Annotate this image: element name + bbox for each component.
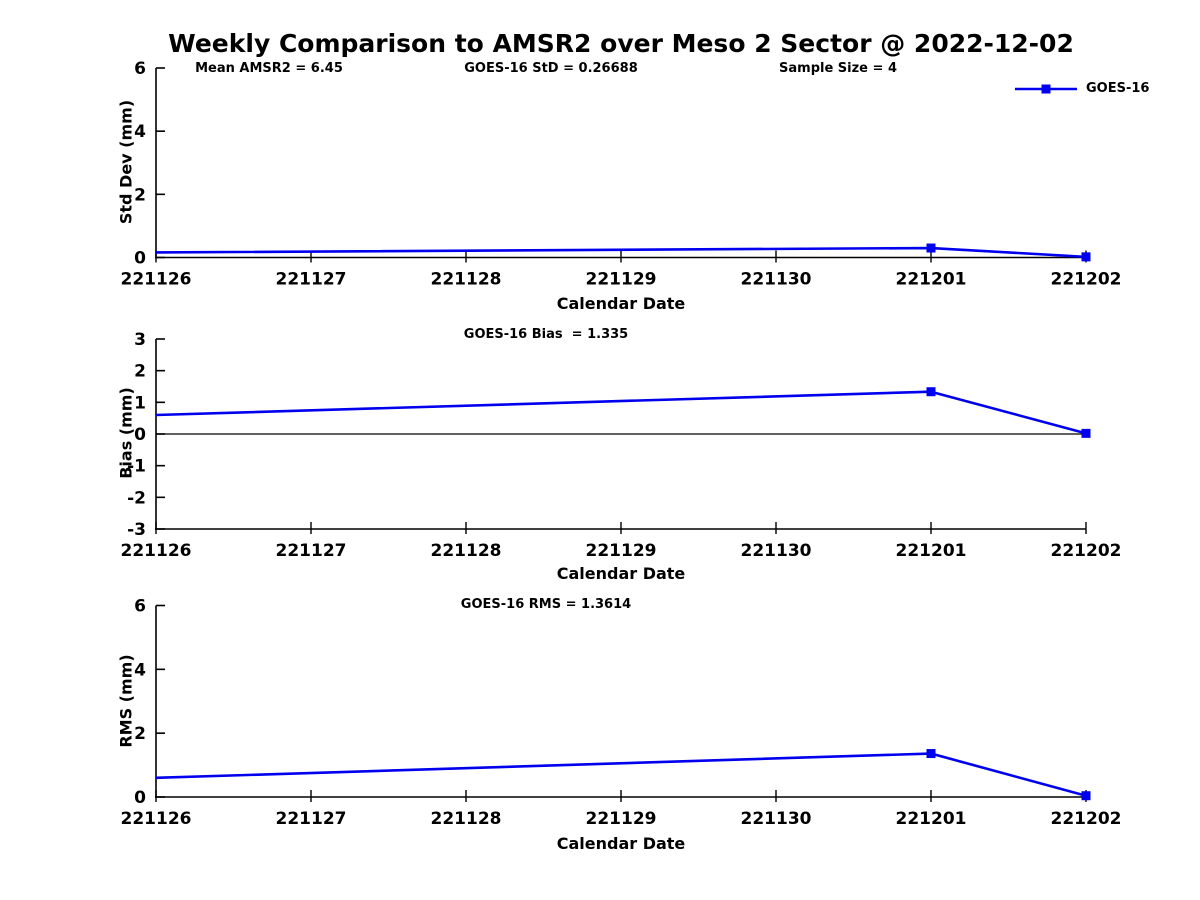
y-tick-label: 2 — [134, 185, 146, 205]
subplot-rms-title: GOES-16 RMS = 1.3614 — [460, 597, 632, 612]
x-axis-label-stddev: Calendar Date — [556, 294, 686, 313]
x-tick-label: 221127 — [276, 541, 347, 561]
x-tick-label: 221128 — [431, 270, 502, 290]
x-tick-label: 221126 — [121, 541, 192, 561]
x-tick-label: 221130 — [741, 541, 812, 561]
x-tick-label: 221126 — [121, 270, 192, 290]
data-point-marker — [1081, 428, 1091, 438]
y-tick-label: 4 — [134, 660, 146, 680]
stat-mean-amsr2: Mean AMSR2 = 6.45 — [195, 61, 343, 76]
data-point-marker — [926, 749, 936, 759]
x-tick-label: 221201 — [896, 541, 967, 561]
x-axis-label-rms: Calendar Date — [556, 834, 686, 853]
legend-label: GOES-16 — [1086, 81, 1150, 96]
x-tick-label: 221128 — [431, 809, 502, 829]
data-point-marker — [926, 243, 936, 253]
x-tick-label: 221202 — [1051, 809, 1122, 829]
y-tick-label: 2 — [134, 724, 146, 744]
stat-goes16-std: GOES-16 StD = 0.26688 — [464, 61, 638, 76]
x-tick-label: 221130 — [741, 270, 812, 290]
stat-sample-size: Sample Size = 4 — [779, 61, 897, 76]
y-axis-label-rms: RMS (mm) — [116, 654, 136, 748]
y-tick-label: 1 — [134, 393, 146, 413]
data-point-marker — [1081, 791, 1091, 801]
x-tick-label: 221129 — [586, 541, 657, 561]
y-tick-label: 6 — [134, 597, 146, 617]
y-tick-label: 4 — [134, 122, 146, 142]
subplot-bias-title: GOES-16 Bias = 1.335 — [463, 327, 629, 342]
x-tick-label: 221129 — [586, 270, 657, 290]
figure-title: Weekly Comparison to AMSR2 over Meso 2 S… — [168, 29, 1074, 58]
x-tick-label: 221202 — [1051, 541, 1122, 561]
y-axis-label-stddev: Std Dev (mm) — [116, 99, 136, 225]
y-tick-label: 6 — [134, 59, 146, 79]
x-tick-label: 221202 — [1051, 270, 1122, 290]
y-tick-label: 0 — [134, 788, 146, 808]
x-tick-label: 221126 — [121, 809, 192, 829]
x-tick-label: 221201 — [896, 809, 967, 829]
series-line — [155, 390, 1087, 435]
legend-marker — [1041, 84, 1051, 94]
x-tick-label: 221127 — [276, 809, 347, 829]
y-tick-label: 2 — [134, 362, 146, 382]
y-tick-label: 3 — [134, 330, 146, 350]
x-tick-label: 221127 — [276, 270, 347, 290]
y-tick-label: 0 — [134, 425, 146, 445]
y-tick-label: -2 — [127, 488, 146, 508]
x-tick-label: 221201 — [896, 270, 967, 290]
y-tick-label: 0 — [134, 249, 146, 269]
x-tick-label: 221129 — [586, 809, 657, 829]
series-line — [155, 752, 1087, 797]
y-tick-label: -1 — [127, 457, 146, 477]
x-tick-label: 221128 — [431, 541, 502, 561]
y-axis-label-bias: Bias (mm) — [116, 387, 136, 479]
y-tick-label: -3 — [127, 520, 146, 540]
data-point-marker — [926, 387, 936, 397]
x-tick-label: 221130 — [741, 809, 812, 829]
data-point-marker — [1081, 252, 1091, 262]
x-axis-label-bias: Calendar Date — [556, 564, 686, 583]
